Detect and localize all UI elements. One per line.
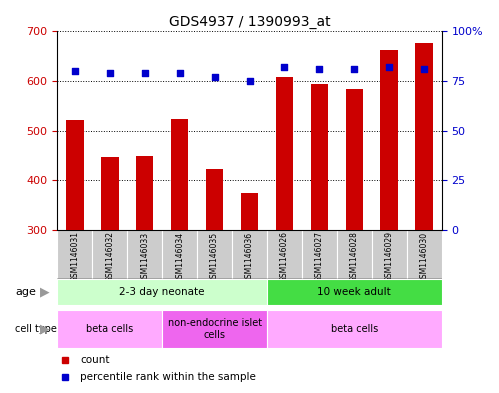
Bar: [171, 119, 189, 230]
Bar: [372, 230, 407, 279]
Text: beta cells: beta cells: [331, 324, 378, 334]
Point: [315, 66, 323, 72]
Bar: [162, 310, 267, 348]
Text: GSM1146027: GSM1146027: [315, 231, 324, 283]
Text: GSM1146030: GSM1146030: [420, 231, 429, 283]
Point: [211, 74, 219, 80]
Text: percentile rank within the sample: percentile rank within the sample: [80, 372, 256, 382]
Text: GSM1146029: GSM1146029: [385, 231, 394, 283]
Bar: [101, 157, 119, 230]
Text: count: count: [80, 354, 110, 365]
Text: ▶: ▶: [40, 323, 50, 336]
Bar: [415, 43, 433, 230]
Text: GSM1146032: GSM1146032: [105, 231, 114, 283]
Point: [106, 70, 114, 76]
Bar: [66, 120, 84, 230]
Point: [71, 68, 79, 74]
Bar: [206, 169, 224, 230]
Bar: [241, 193, 258, 230]
Text: GSM1146035: GSM1146035: [210, 231, 219, 283]
Text: GSM1146028: GSM1146028: [350, 231, 359, 282]
Text: GSM1146034: GSM1146034: [175, 231, 184, 283]
Bar: [275, 77, 293, 230]
Point: [280, 64, 288, 70]
Bar: [232, 230, 267, 279]
Text: GSM1146031: GSM1146031: [70, 231, 79, 283]
Text: GSM1146036: GSM1146036: [245, 231, 254, 283]
Text: age: age: [15, 287, 36, 297]
Point: [141, 70, 149, 76]
Bar: [92, 230, 127, 279]
Bar: [57, 230, 92, 279]
Point: [176, 70, 184, 76]
Bar: [127, 230, 162, 279]
Bar: [136, 156, 154, 230]
Point: [246, 78, 253, 84]
Text: GSM1146026: GSM1146026: [280, 231, 289, 283]
Bar: [57, 310, 162, 348]
Bar: [162, 230, 197, 279]
Bar: [302, 230, 337, 279]
Point: [385, 64, 393, 70]
Text: 2-3 day neonate: 2-3 day neonate: [119, 287, 205, 297]
Bar: [337, 230, 372, 279]
Text: 10 week adult: 10 week adult: [317, 287, 391, 297]
Text: non-endocrine islet
cells: non-endocrine islet cells: [168, 318, 261, 340]
Bar: [57, 279, 267, 305]
Text: ▶: ▶: [40, 285, 50, 298]
Text: GSM1146033: GSM1146033: [140, 231, 149, 283]
Bar: [267, 230, 302, 279]
Bar: [310, 84, 328, 230]
Bar: [380, 50, 398, 230]
Point: [350, 66, 358, 72]
Title: GDS4937 / 1390993_at: GDS4937 / 1390993_at: [169, 15, 330, 29]
Bar: [345, 90, 363, 230]
Bar: [197, 230, 232, 279]
Point: [420, 66, 428, 72]
Text: cell type: cell type: [15, 324, 57, 334]
Bar: [267, 310, 442, 348]
Text: beta cells: beta cells: [86, 324, 133, 334]
Bar: [267, 279, 442, 305]
Bar: [407, 230, 442, 279]
